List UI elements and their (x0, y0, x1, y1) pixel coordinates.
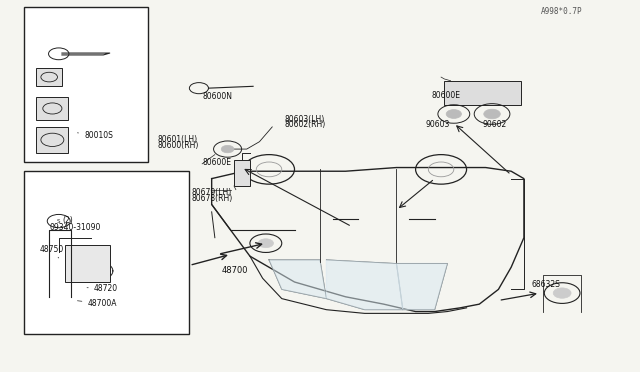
Circle shape (553, 288, 571, 298)
Text: 80601(LH): 80601(LH) (157, 135, 198, 144)
Bar (24, 7, 148, 162)
Text: 09340-31090: 09340-31090 (49, 223, 100, 232)
Circle shape (258, 239, 273, 248)
Text: 48720: 48720 (87, 284, 118, 293)
Text: 90602: 90602 (483, 119, 507, 129)
Circle shape (221, 145, 234, 153)
Text: 80678(RH): 80678(RH) (191, 194, 232, 203)
Polygon shape (269, 260, 326, 299)
Text: 80600E: 80600E (431, 92, 461, 100)
Bar (65, 245, 109, 282)
Bar (234, 160, 250, 186)
Text: A998*0.7P: A998*0.7P (541, 7, 583, 16)
Text: S: S (57, 219, 61, 224)
Text: 80010S: 80010S (77, 131, 113, 140)
Bar (36, 97, 68, 119)
Text: 48700A: 48700A (77, 299, 117, 308)
Text: 48700: 48700 (221, 266, 248, 275)
Bar (444, 81, 521, 105)
Text: 90603: 90603 (425, 119, 449, 129)
Bar (36, 68, 62, 86)
Text: 80602(RH): 80602(RH) (285, 120, 326, 129)
Bar (36, 127, 68, 153)
Text: 80679(LH): 80679(LH) (191, 188, 232, 197)
Text: 48750: 48750 (40, 246, 64, 258)
Text: 80600E: 80600E (202, 158, 231, 167)
Text: 68632S: 68632S (532, 280, 561, 289)
Text: (2): (2) (62, 215, 73, 225)
Bar (24, 171, 189, 334)
Text: 80603(LH): 80603(LH) (285, 115, 325, 124)
Text: 80600N: 80600N (202, 92, 232, 101)
Circle shape (446, 110, 461, 118)
Polygon shape (396, 263, 447, 310)
Circle shape (484, 109, 500, 119)
Text: 80600(RH): 80600(RH) (157, 141, 199, 150)
Polygon shape (326, 260, 403, 310)
